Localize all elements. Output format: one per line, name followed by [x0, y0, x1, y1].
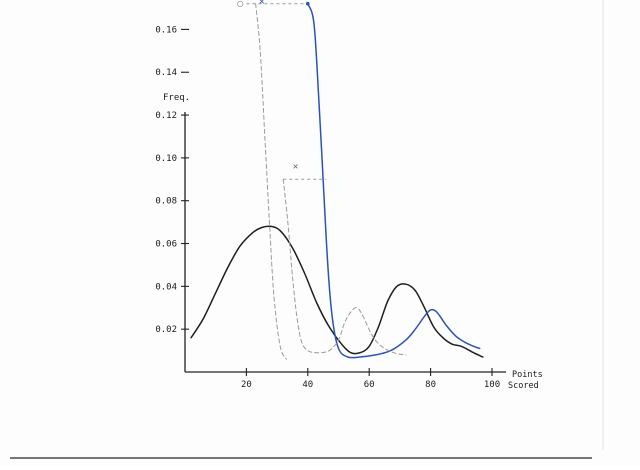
- x-tick-label: 60: [364, 380, 375, 390]
- x-tick-label: 40: [302, 380, 313, 390]
- series-start-point: [306, 1, 310, 6]
- series-line: [307, 2, 481, 359]
- marker-label: ○: [237, 0, 243, 10]
- axes: 0.02 0.04 0.06 0.08 0.10 0.12 0.14 0.16 20 40 60 80…: [155, 25, 506, 390]
- x-axis-label-line1: Points: [512, 370, 543, 380]
- series-line: [255, 3, 287, 360]
- x-tick-label: 20: [241, 380, 252, 390]
- y-tick-label: 0.04: [155, 282, 177, 292]
- y-tick-label: 0.10: [155, 154, 177, 164]
- marker-label: ×: [259, 0, 265, 8]
- series-line: [190, 225, 484, 358]
- y-tick-label: 0.12: [155, 111, 177, 121]
- y-axis-label: Freq.: [163, 93, 190, 103]
- x-tick-label: 80: [425, 380, 436, 390]
- y-tick-label: 0.06: [155, 240, 177, 250]
- y-tick-label: 0.02: [155, 325, 177, 335]
- annotation-markers: × × ○: [237, 0, 310, 172]
- series-line: [282, 178, 407, 356]
- guide-lines: [246, 3, 327, 180]
- axis-labels: Freq. Points Scored: [163, 93, 543, 391]
- y-tick-label: 0.16: [155, 25, 177, 35]
- series-lines: [190, 2, 484, 360]
- x-tick-label: 100: [484, 380, 500, 390]
- y-tick-label: 0.08: [155, 197, 177, 207]
- x-axis-label-line2: Scored: [508, 381, 539, 391]
- y-tick-label: 0.14: [155, 68, 177, 78]
- scan-page-edges: [10, 0, 604, 459]
- marker-label: ×: [293, 161, 299, 172]
